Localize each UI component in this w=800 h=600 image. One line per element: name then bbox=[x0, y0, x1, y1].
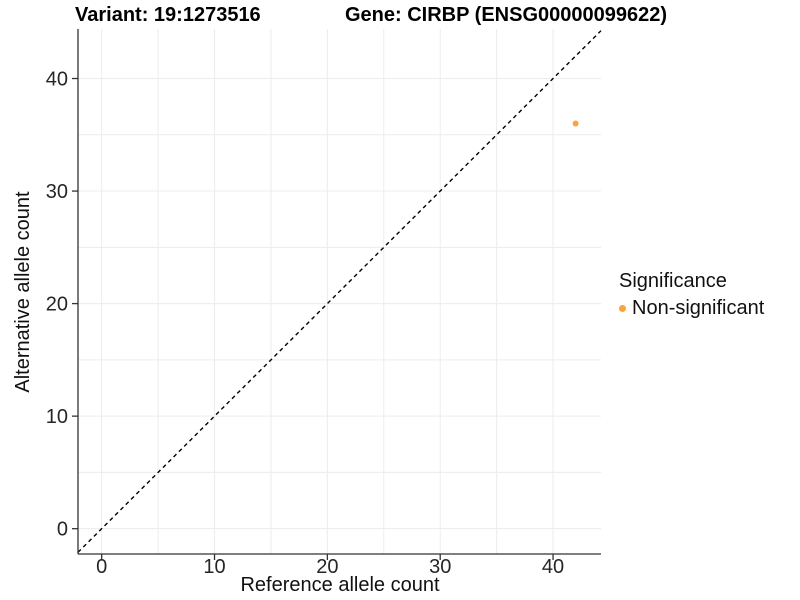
data-point bbox=[572, 120, 579, 127]
y-tick-label: 0 bbox=[57, 519, 68, 541]
legend-title: Significance bbox=[619, 270, 727, 292]
x-tick-label: 20 bbox=[316, 556, 338, 578]
x-tick-label: 40 bbox=[542, 556, 564, 578]
variant-title: Variant: 19:1273516 bbox=[75, 4, 261, 26]
legend-item: Non-significant bbox=[619, 296, 764, 320]
x-tick-label: 0 bbox=[96, 556, 107, 578]
identity-line bbox=[77, 30, 602, 553]
x-tick-label: 30 bbox=[429, 556, 451, 578]
y-tick-label: 30 bbox=[46, 181, 68, 203]
legend: Significance Non-significant bbox=[619, 269, 764, 320]
y-tick-label: 10 bbox=[46, 406, 68, 428]
gene-title: Gene: CIRBP (ENSG00000099622) bbox=[345, 4, 668, 26]
legend-key-dot-icon bbox=[619, 304, 626, 312]
y-axis-title: Alternative allele count bbox=[12, 191, 34, 393]
legend-item-label: Non-significant bbox=[632, 297, 765, 319]
y-tick-label: 40 bbox=[46, 69, 68, 91]
x-axis-title: Reference allele count bbox=[240, 574, 440, 596]
x-tick-label: 10 bbox=[203, 556, 225, 578]
y-tick-label: 20 bbox=[46, 294, 68, 316]
